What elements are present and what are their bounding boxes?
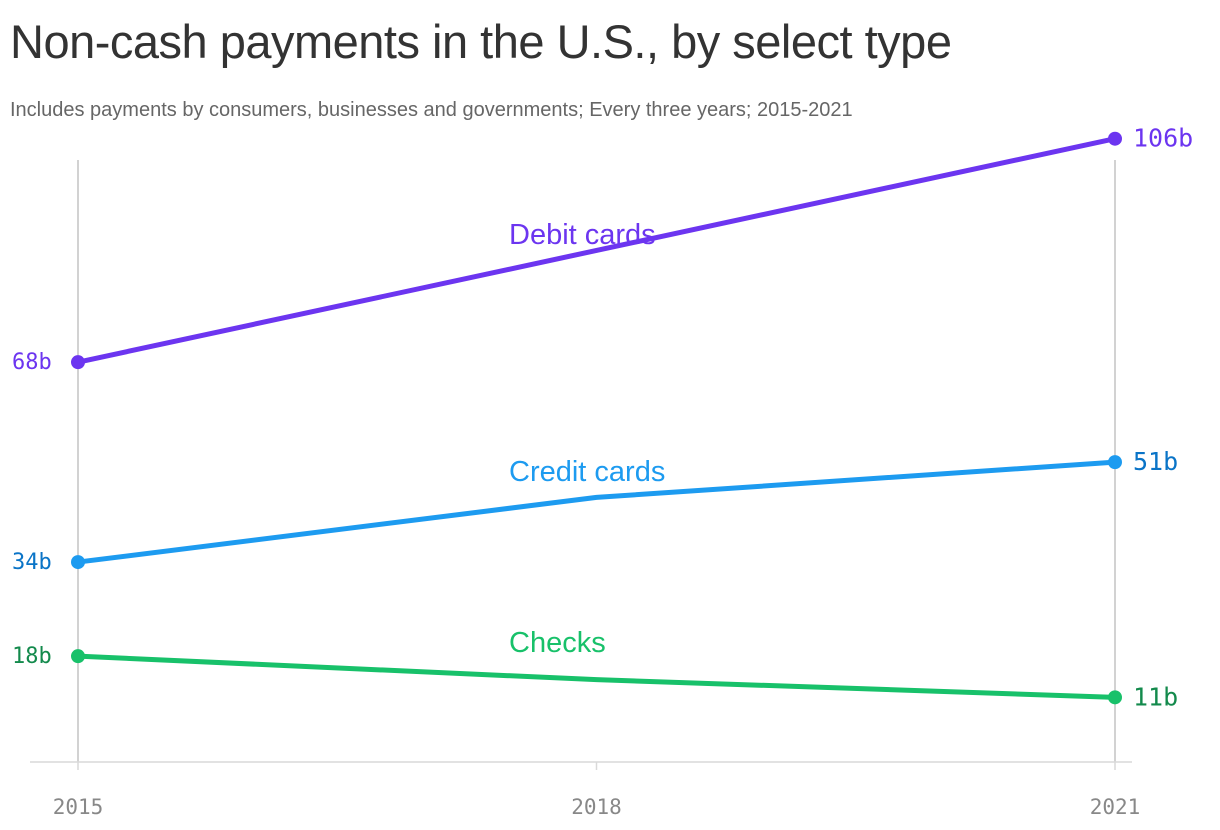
marker-checks-start [71,649,85,664]
x-tick-label-2015: 2015 [53,795,104,819]
value-label-checks-end: 11b [1133,682,1178,711]
value-label-checks-start: 18b [12,644,52,669]
series-line-credit-cards [75,459,1118,565]
chart-title: Non-cash payments in the U.S., by select… [10,15,952,68]
marker-debit-cards-end [1108,131,1122,146]
value-label-credit-cards-end: 51b [1133,447,1178,476]
value-label-credit-cards-start: 34b [12,550,52,575]
marker-debit-cards-start [71,355,85,370]
chart-subtitle: Includes payments by consumers, business… [10,99,853,121]
series-label-debit-cards: Debit cards [509,219,656,251]
value-label-debit-cards-start: 68b [12,350,52,375]
marker-credit-cards-start [71,555,85,570]
series-label-credit-cards: Credit cards [509,456,665,488]
marker-checks-end [1108,690,1122,705]
marker-credit-cards-end [1108,455,1122,470]
series-label-checks: Checks [509,627,606,659]
x-tick-label-2018: 2018 [571,795,622,819]
value-label-debit-cards-end: 106b [1133,124,1193,153]
x-tick-label-2021: 2021 [1090,795,1141,819]
series-line-checks [75,653,1118,700]
series-line-debit-cards [75,136,1118,365]
